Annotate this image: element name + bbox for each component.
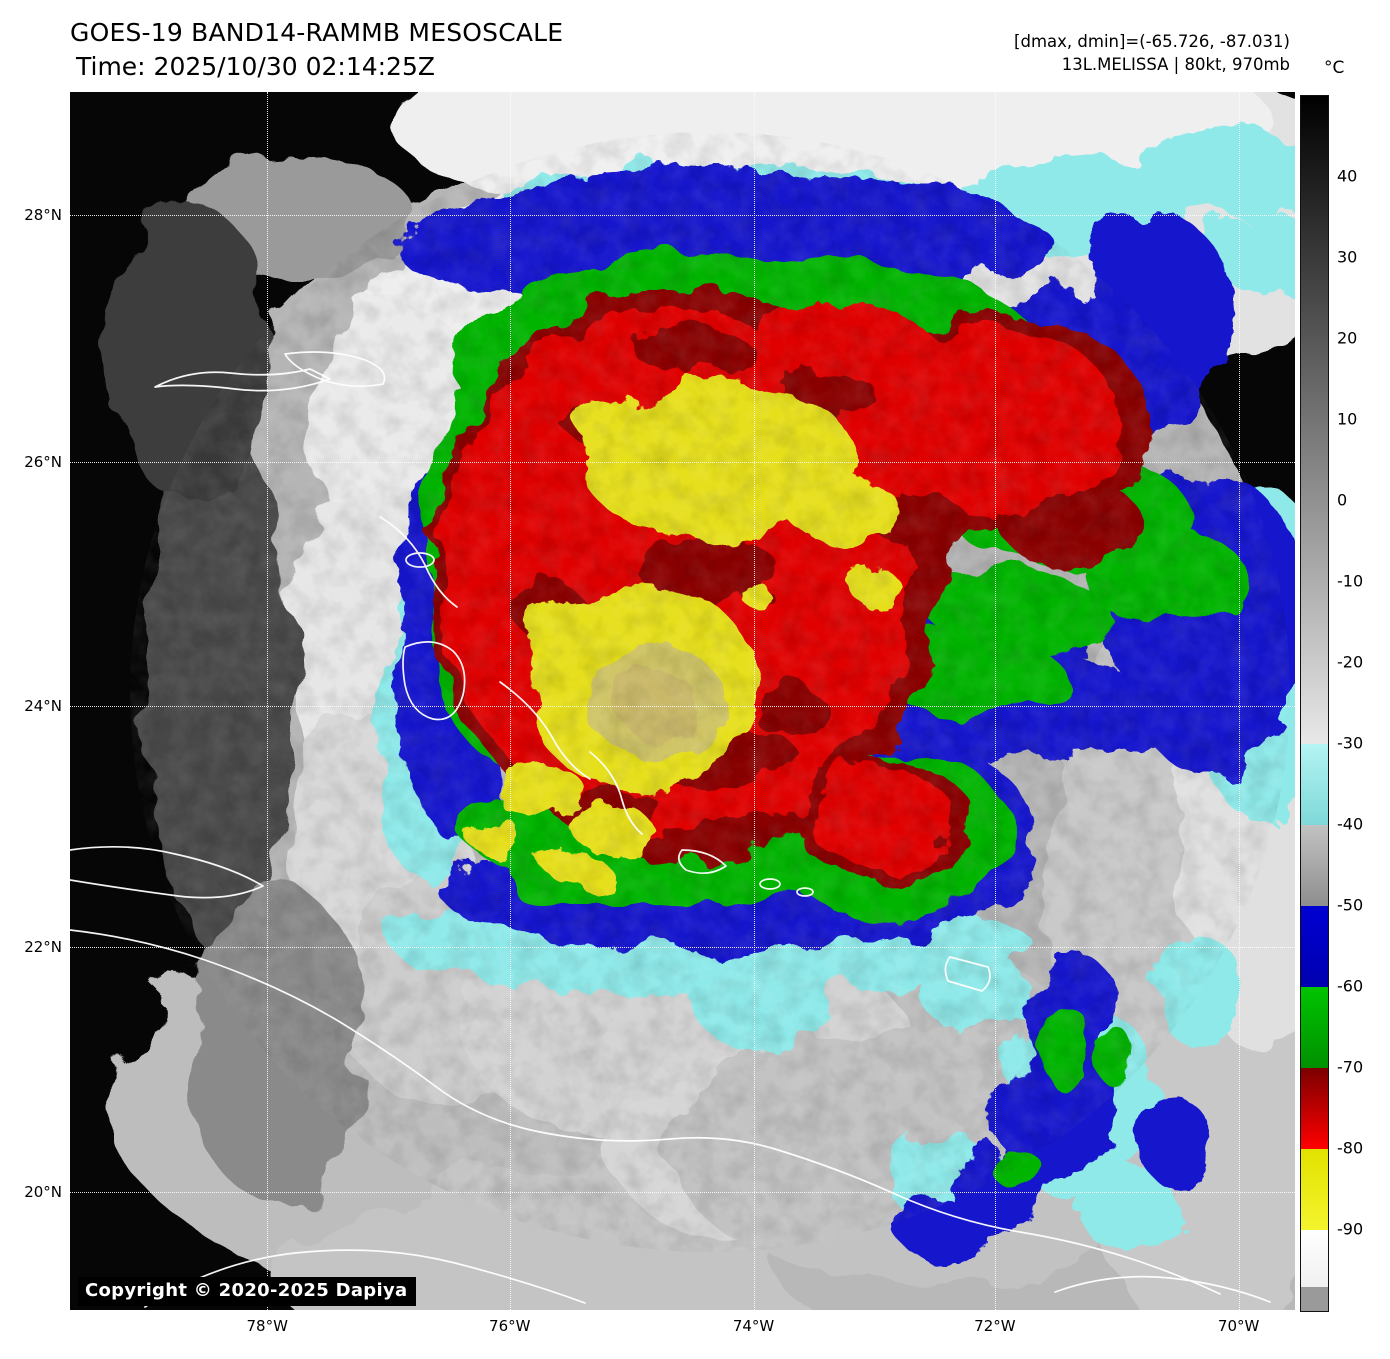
colorbar-segment [1301, 1230, 1328, 1287]
latitude-label: 20°N [24, 1183, 62, 1201]
colorbar-tick-label: -50 [1337, 896, 1363, 915]
colorbar [1300, 95, 1329, 1312]
longitude-label: 72°W [974, 1317, 1015, 1335]
page-title: GOES-19 BAND14-RAMMB MESOSCALE [70, 18, 563, 47]
longitude-label: 76°W [489, 1317, 530, 1335]
longitude-label: 70°W [1218, 1317, 1259, 1335]
colorbar-segment [1301, 1068, 1328, 1149]
colorbar-tick-label: 30 [1337, 248, 1357, 267]
colorbar-segment [1301, 906, 1328, 987]
colorbar-segment [1301, 1149, 1328, 1230]
storm-info-label: 13L.MELISSA | 80kt, 970mb [1014, 53, 1290, 76]
latitude-label: 28°N [24, 206, 62, 224]
colorbar-tick-label: -40 [1337, 815, 1363, 834]
colorbar-tick-label: -90 [1337, 1220, 1363, 1239]
colorbar-tick-labels: 40 30 20 10 0 -10 -20 -30 -40 -50 -60 -70 -80 -90 [1337, 95, 1389, 1310]
colorbar-tick-label: -80 [1337, 1139, 1363, 1158]
texture-grain [130, 132, 1290, 1252]
colorbar-tick-label: 10 [1337, 410, 1357, 429]
colorbar-unit-label: °C [1324, 58, 1344, 78]
dmax-dmin-label: [dmax, dmin]=(-65.726, -87.031) [1014, 30, 1290, 53]
latitude-label: 26°N [24, 453, 62, 471]
colorbar-tick-label: -10 [1337, 572, 1363, 591]
copyright-badge: Copyright © 2020-2025 Dapiya [78, 1277, 416, 1306]
colorbar-segment [1301, 744, 1328, 825]
latitude-label: 22°N [24, 938, 62, 956]
colorbar-tick-label: 40 [1337, 167, 1357, 186]
colorbar-segment [1301, 1287, 1328, 1311]
longitude-label: 74°W [733, 1317, 774, 1335]
colorbar-segment [1301, 987, 1328, 1068]
satellite-ir-image [70, 92, 1295, 1310]
colorbar-segment [1301, 825, 1328, 906]
colorbar-tick-label: 0 [1337, 491, 1347, 510]
colorbar-tick-label: -30 [1337, 734, 1363, 753]
colorbar-tick-label: -60 [1337, 977, 1363, 996]
header-info: [dmax, dmin]=(-65.726, -87.031) 13L.MELI… [1014, 30, 1290, 76]
longitude-label: 78°W [247, 1317, 288, 1335]
latitude-label: 24°N [24, 697, 62, 715]
colorbar-area: 40 30 20 10 0 -10 -20 -30 -40 -50 -60 -70 -80 -90 [1300, 95, 1390, 1310]
colorbar-tick-label: -20 [1337, 653, 1363, 672]
colorbar-segment [1301, 96, 1328, 744]
colorbar-tick-label: -70 [1337, 1058, 1363, 1077]
colorbar-tick-label: 20 [1337, 329, 1357, 348]
timestamp-label: Time: 2025/10/30 02:14:25Z [76, 52, 435, 81]
satellite-map: Copyright © 2020-2025 Dapiya 78°W76°W74°… [70, 92, 1295, 1310]
